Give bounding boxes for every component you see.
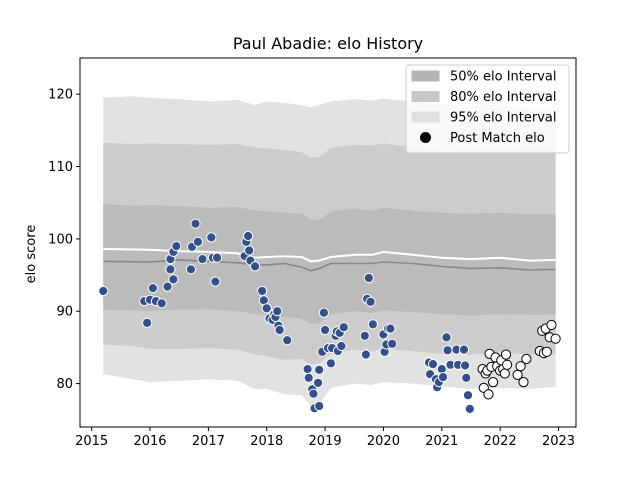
y-axis: 80 90 100 110 120 xyxy=(48,88,80,392)
data-point-historic-20 xyxy=(210,276,221,287)
data-point-historic-7 xyxy=(162,281,173,292)
data-point-historic-6 xyxy=(156,298,167,309)
data-point-historic-15 xyxy=(190,218,201,229)
data-point-historic-44 xyxy=(313,377,324,388)
legend-swatch-3 xyxy=(420,132,431,143)
y-tick-label-100: 100 xyxy=(48,232,73,247)
x-tick-label-2019: 2019 xyxy=(309,434,342,449)
x-tick-label-2021: 2021 xyxy=(425,434,458,449)
x-tick-label-2018: 2018 xyxy=(250,434,283,449)
x-tick-label-2020: 2020 xyxy=(367,434,400,449)
data-point-recent-26 xyxy=(546,319,557,331)
data-point-historic-60 xyxy=(360,349,371,360)
data-point-recent-18 xyxy=(518,377,529,388)
data-point-historic-21 xyxy=(212,252,223,263)
data-point-historic-58 xyxy=(338,322,349,333)
chart-title: Paul Abadie: elo History xyxy=(233,34,423,53)
legend-box xyxy=(405,64,570,154)
data-point-historic-27 xyxy=(250,261,261,272)
data-point-historic-59 xyxy=(359,330,370,341)
data-point-recent-27 xyxy=(550,333,561,344)
data-point-historic-48 xyxy=(318,307,329,318)
data-point-recent-19 xyxy=(521,353,532,365)
legend-label-2: 95% elo Interval xyxy=(450,111,557,126)
data-point-historic-18 xyxy=(206,232,217,243)
data-point-historic-73 xyxy=(427,359,439,370)
legend-swatch-2 xyxy=(411,111,440,123)
data-point-historic-63 xyxy=(365,296,376,307)
data-point-historic-37 xyxy=(274,324,285,336)
data-point-historic-17 xyxy=(197,254,208,265)
data-point-historic-51 xyxy=(325,358,336,369)
data-point-historic-24 xyxy=(243,230,254,242)
y-tick-label-90: 90 xyxy=(56,305,73,320)
data-point-historic-70 xyxy=(387,338,398,349)
data-point-recent-13 xyxy=(499,368,510,379)
x-tick-label-2022: 2022 xyxy=(484,434,517,449)
data-point-historic-35 xyxy=(272,306,283,317)
legend: 50% elo Interval 80% elo Interval 95% elo … xyxy=(405,64,570,154)
legend-label-1: 80% elo Interval xyxy=(450,90,557,105)
plot-area xyxy=(98,96,561,414)
x-tick-label-2015: 2015 xyxy=(75,434,108,449)
data-point-historic-4 xyxy=(147,283,158,294)
y-tick-label-120: 120 xyxy=(48,88,73,103)
data-point-recent-15 xyxy=(502,359,513,370)
data-point-historic-57 xyxy=(336,340,347,352)
data-point-historic-64 xyxy=(367,319,378,330)
legend-swatch-0 xyxy=(411,70,440,82)
data-point-historic-2 xyxy=(142,317,153,328)
data-point-historic-10 xyxy=(168,274,179,285)
data-point-historic-84 xyxy=(458,344,470,355)
data-point-historic-85 xyxy=(460,360,471,371)
data-point-historic-25 xyxy=(244,245,255,256)
data-point-historic-28 xyxy=(257,285,268,297)
legend-swatch-1 xyxy=(411,91,440,102)
data-point-historic-39 xyxy=(302,364,313,375)
series-historic xyxy=(98,218,475,414)
y-axis-label: elo score xyxy=(24,225,39,284)
data-point-historic-49 xyxy=(320,324,331,336)
x-axis: 2015 2016 2017 2018 2019 2020 2021 2022 2023 xyxy=(75,427,575,449)
legend-label-0: 50% elo Interval xyxy=(450,70,557,85)
data-point-historic-86 xyxy=(461,372,472,383)
data-point-historic-9 xyxy=(165,264,176,275)
x-tick-label-2023: 2023 xyxy=(542,434,575,449)
data-point-historic-87 xyxy=(462,390,474,401)
data-point-recent-17 xyxy=(515,361,526,372)
data-point-historic-38 xyxy=(282,335,293,346)
data-point-historic-30 xyxy=(261,303,272,314)
data-point-historic-80 xyxy=(442,345,453,356)
x-tick-label-2016: 2016 xyxy=(133,434,166,449)
data-point-recent-14 xyxy=(500,349,512,360)
data-point-recent-4 xyxy=(483,389,494,400)
data-point-historic-0 xyxy=(98,285,109,297)
data-point-historic-79 xyxy=(441,332,452,343)
data-point-historic-12 xyxy=(171,241,182,252)
data-point-historic-62 xyxy=(363,272,374,284)
series-recent xyxy=(477,319,561,400)
plot-frame xyxy=(79,57,577,428)
y-tick-label-80: 80 xyxy=(56,377,73,392)
data-point-historic-42 xyxy=(308,388,319,399)
data-point-historic-16 xyxy=(192,236,203,247)
data-point-historic-78 xyxy=(437,372,449,383)
x-tick-label-2017: 2017 xyxy=(192,434,225,449)
data-point-recent-7 xyxy=(488,377,499,388)
mean-elo-line xyxy=(103,248,556,263)
data-point-historic-46 xyxy=(314,364,325,375)
data-point-historic-88 xyxy=(464,403,475,414)
legend-label-3: Post Match elo xyxy=(450,131,545,146)
y-tick-label-110: 110 xyxy=(48,160,73,175)
data-point-historic-69 xyxy=(385,323,396,334)
data-point-historic-13 xyxy=(185,264,196,275)
plot-content xyxy=(98,96,561,414)
data-point-historic-45 xyxy=(314,400,325,412)
data-point-recent-24 xyxy=(541,346,552,357)
data-point-historic-40 xyxy=(303,372,314,383)
